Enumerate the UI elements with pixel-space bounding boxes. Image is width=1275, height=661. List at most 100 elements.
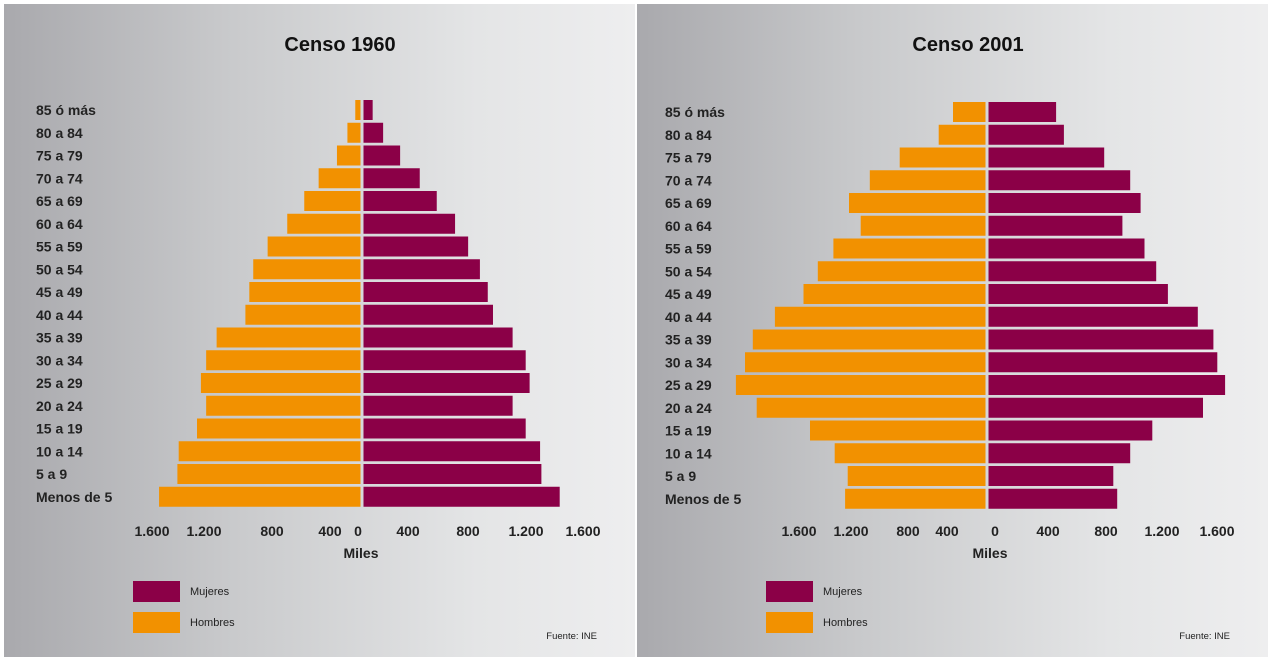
bar-mujeres [988, 329, 1214, 350]
x-tick-label: 400 [396, 523, 420, 539]
age-group-label: 5 a 9 [36, 466, 67, 482]
bar-mujeres [363, 282, 488, 302]
age-group-label: 55 a 59 [36, 239, 83, 255]
age-group-label: 15 a 19 [665, 423, 712, 439]
age-group-label: 35 a 39 [36, 330, 83, 346]
bar-mujeres [363, 441, 541, 462]
chart-panel-2001: Censo 2001 85 ó más 80 a 84 75 a 79 70 a 74 6… [637, 4, 1268, 657]
legend-swatch-mujeres [766, 581, 813, 602]
bar-mujeres [363, 418, 526, 439]
bar-hombres [849, 193, 986, 213]
bar-hombres [817, 261, 986, 282]
bar-hombres [304, 191, 361, 211]
x-tick-label: 800 [260, 523, 284, 539]
bar-hombres [756, 397, 986, 418]
bar-mujeres [363, 327, 513, 348]
bar-hombres [834, 443, 986, 464]
bar-mujeres [988, 488, 1118, 509]
bar-mujeres [988, 215, 1123, 236]
bar-mujeres [363, 395, 513, 416]
age-group-label: 70 a 74 [36, 170, 83, 186]
bar-hombres [953, 102, 986, 122]
pyramid-chart-1960: Censo 1960 85 ó más 80 a 84 75 a 79 70 a 74 6… [36, 34, 601, 642]
bar-hombres [355, 100, 361, 120]
age-group-label: 60 a 64 [36, 216, 83, 232]
age-group-label: 30 a 34 [665, 354, 712, 370]
bar-mujeres [988, 147, 1105, 168]
x-tick-label: 1.200 [508, 523, 543, 539]
legend-label-hombres: Hombres [190, 617, 235, 629]
age-group-label: Menos de 5 [665, 491, 741, 507]
bar-hombres [735, 375, 986, 395]
bar-mujeres [363, 486, 560, 507]
age-group-label: Menos de 5 [36, 489, 112, 505]
bar-hombres [938, 124, 986, 145]
bar-hombres [206, 350, 361, 371]
bar-hombres [803, 284, 986, 304]
age-group-label: 50 a 54 [665, 263, 712, 279]
age-group-label: 40 a 44 [36, 307, 83, 323]
bar-mujeres [363, 122, 384, 143]
bar-mujeres [363, 350, 526, 371]
legend-swatch-hombres [133, 612, 180, 633]
bar-hombres [745, 352, 986, 373]
age-group-label: 75 a 79 [665, 150, 712, 166]
bar-mujeres [363, 100, 373, 120]
bar-hombres [178, 441, 361, 462]
age-group-label: 70 a 74 [665, 172, 712, 188]
bar-hombres [249, 282, 361, 302]
source-note: Fuente: INE [546, 631, 597, 642]
x-tick-label: 400 [318, 523, 342, 539]
age-group-label: 10 a 14 [36, 443, 83, 459]
bar-mujeres [988, 443, 1131, 464]
chart-title: Censo 2001 [912, 34, 1023, 56]
bar-hombres [177, 464, 361, 484]
bar-mujeres [988, 193, 1141, 213]
bar-hombres [253, 259, 361, 280]
bar-hombres [200, 373, 361, 393]
bar-mujeres [988, 397, 1203, 418]
bar-mujeres [363, 259, 480, 280]
bar-mujeres [988, 261, 1157, 282]
legend-label-mujeres: Mujeres [823, 586, 863, 598]
bar-mujeres [988, 170, 1131, 191]
bar-mujeres [988, 284, 1168, 304]
x-axis-title: Miles [972, 545, 1007, 561]
bar-hombres [847, 466, 986, 486]
x-tick-label: 1.200 [833, 523, 868, 539]
bar-hombres [197, 418, 361, 439]
bar-hombres [860, 215, 986, 236]
bar-hombres [318, 168, 361, 189]
x-tick-label: 0 [991, 523, 999, 539]
source-note: Fuente: INE [1179, 631, 1230, 642]
x-tick-label: 1.600 [1199, 523, 1234, 539]
age-group-label: 30 a 34 [36, 352, 83, 368]
age-group-label: 55 a 59 [665, 241, 712, 257]
bar-hombres [869, 170, 986, 191]
bar-mujeres [363, 373, 530, 393]
bar-hombres [159, 486, 361, 507]
x-tick-label: 800 [456, 523, 480, 539]
age-group-label: 50 a 54 [36, 261, 83, 277]
x-tick-label: 1.600 [565, 523, 600, 539]
chart-panel-1960: Censo 1960 85 ó más 80 a 84 75 a 79 70 a 74 6… [4, 4, 635, 657]
bar-mujeres [988, 306, 1198, 327]
age-group-label: 65 a 69 [36, 193, 83, 209]
age-group-label: 25 a 29 [665, 377, 712, 393]
bar-mujeres [988, 466, 1114, 486]
x-tick-label: 400 [1036, 523, 1060, 539]
x-tick-label: 800 [1094, 523, 1118, 539]
x-axis-title: Miles [343, 545, 378, 561]
x-tick-label: 1.200 [1144, 523, 1179, 539]
x-tick-label: 1.200 [186, 523, 221, 539]
bar-mujeres [988, 102, 1057, 122]
bar-hombres [845, 488, 986, 509]
x-tick-label: 1.600 [134, 523, 169, 539]
bar-hombres [206, 395, 361, 416]
legend-label-mujeres: Mujeres [190, 586, 230, 598]
age-group-label: 85 ó más [36, 102, 96, 118]
age-group-label: 15 a 19 [36, 421, 83, 437]
age-group-label: 20 a 24 [36, 398, 83, 414]
x-tick-label: 400 [935, 523, 959, 539]
age-group-label: 65 a 69 [665, 195, 712, 211]
